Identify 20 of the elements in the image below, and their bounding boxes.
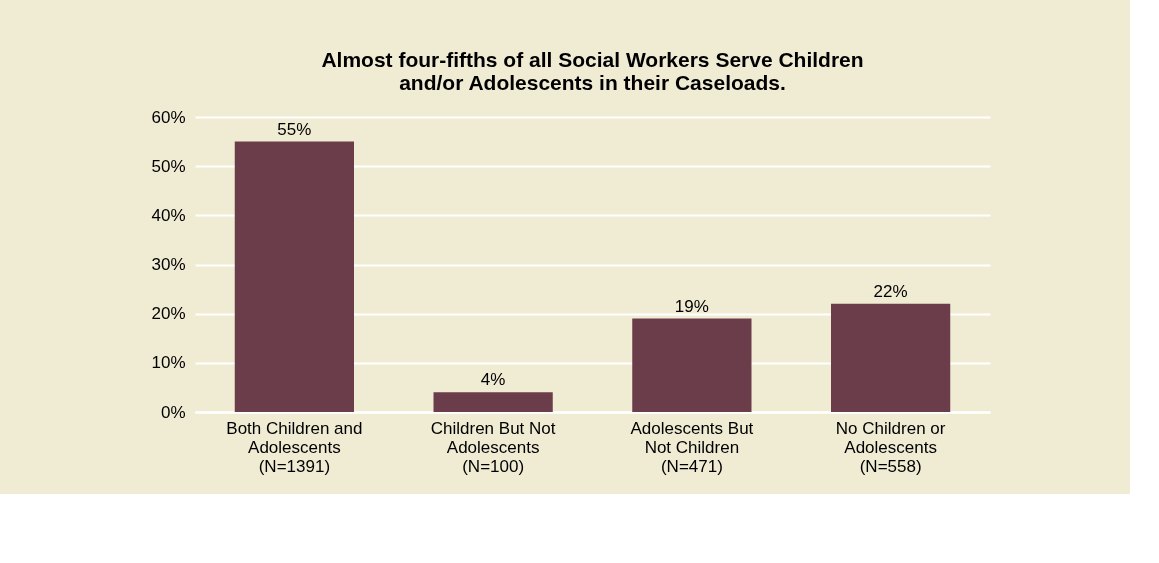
x-tick-label: Both Children and Adolescents (N=1391) xyxy=(226,418,363,476)
data-label: 19% xyxy=(674,296,709,316)
y-tick-label: 60% xyxy=(151,107,186,127)
bar xyxy=(632,318,752,412)
bar xyxy=(831,303,951,412)
bar xyxy=(234,141,354,412)
chart-title: Almost four-fifths of all Social Workers Serve Children and/or Adolescents in their Caseloads. xyxy=(321,48,864,94)
y-tick-label: 50% xyxy=(151,156,186,176)
y-tick-label: 20% xyxy=(151,304,186,324)
y-tick-label: 40% xyxy=(151,205,186,225)
data-label: 4% xyxy=(480,370,506,390)
x-tick-label: Children But Not Adolescents (N=100) xyxy=(430,418,556,476)
data-label: 22% xyxy=(873,281,908,301)
x-tick-label: Adolescents But Not Children (N=471) xyxy=(630,418,754,476)
y-tick-label: 0% xyxy=(160,402,186,422)
x-tick-label: No Children or Adolescents (N=558) xyxy=(835,418,946,476)
y-tick-label: 30% xyxy=(151,255,186,274)
bar xyxy=(433,392,553,412)
y-tick-label: 10% xyxy=(151,353,186,373)
data-label: 55% xyxy=(277,119,312,139)
